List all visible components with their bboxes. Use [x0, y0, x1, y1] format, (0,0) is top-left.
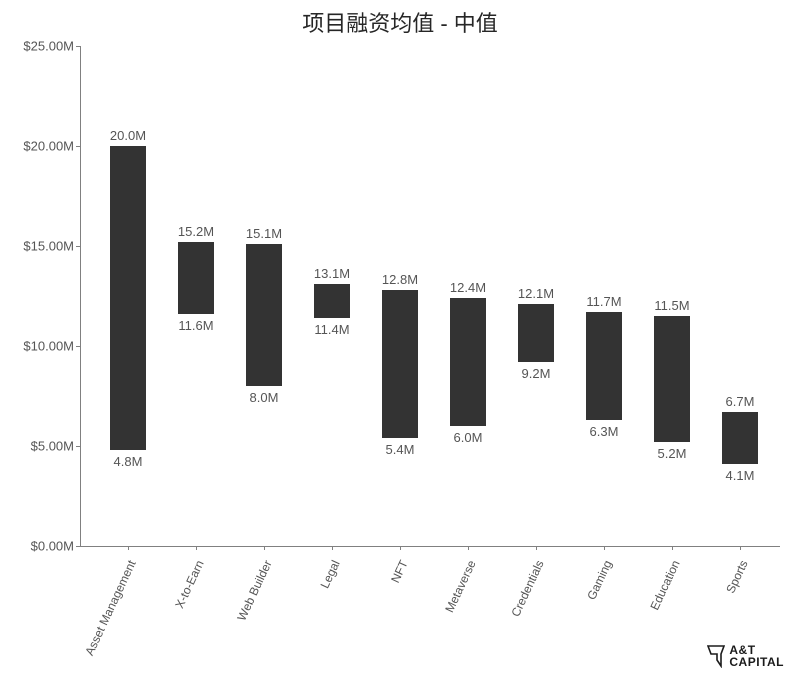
x-tick: [128, 546, 129, 550]
bar: [110, 146, 146, 450]
bar: [518, 304, 554, 362]
bar: [450, 298, 486, 426]
bar-low-label: 8.0M: [250, 390, 279, 405]
bar-low-label: 6.0M: [454, 430, 483, 445]
bar: [654, 316, 690, 442]
x-tick: [468, 546, 469, 550]
bar-high-label: 20.0M: [110, 128, 146, 143]
brand-logo: A&T CAPITAL: [707, 644, 784, 668]
bar-high-label: 15.1M: [246, 226, 282, 241]
x-tick: [264, 546, 265, 550]
bar-low-label: 11.4M: [314, 322, 349, 337]
x-category-label: Credentials: [508, 558, 546, 619]
x-tick: [740, 546, 741, 550]
bar-high-label: 11.7M: [586, 294, 621, 309]
bar-high-label: 15.2M: [178, 224, 214, 239]
y-tick: [76, 346, 80, 347]
bar-low-label: 4.1M: [726, 468, 755, 483]
bar: [178, 242, 214, 314]
bar-low-label: 11.6M: [178, 318, 213, 333]
y-tick: [76, 446, 80, 447]
brand-icon: [707, 644, 725, 668]
bar-high-label: 6.7M: [726, 394, 755, 409]
x-category-label: Gaming: [584, 558, 614, 602]
y-tick: [76, 246, 80, 247]
x-category-label: X-to-Earn: [172, 558, 206, 610]
bar: [314, 284, 350, 318]
x-axis: [80, 546, 780, 547]
bar-high-label: 12.4M: [450, 280, 486, 295]
bar-low-label: 4.8M: [114, 454, 143, 469]
y-tick-label: $15.00M: [23, 239, 80, 254]
x-category-label: Metaverse: [442, 558, 478, 615]
bar: [382, 290, 418, 438]
x-tick: [536, 546, 537, 550]
bar-high-label: 12.8M: [382, 272, 418, 287]
y-tick: [76, 46, 80, 47]
x-tick: [604, 546, 605, 550]
plot-area: $0.00M$5.00M$10.00M$15.00M$20.00M$25.00M…: [80, 46, 780, 546]
y-tick-label: $0.00M: [31, 539, 80, 554]
y-tick-label: $20.00M: [23, 139, 80, 154]
x-category-label: Sports: [723, 558, 750, 595]
x-category-label: Education: [647, 558, 682, 612]
y-tick-label: $10.00M: [23, 339, 80, 354]
bar: [722, 412, 758, 464]
brand-line2: CAPITAL: [729, 655, 784, 669]
bar-high-label: 11.5M: [654, 298, 689, 313]
x-tick: [332, 546, 333, 550]
y-axis: [80, 46, 81, 546]
chart-title: 项目融资均值 - 中值: [0, 6, 800, 38]
y-tick-label: $25.00M: [23, 39, 80, 54]
bar: [246, 244, 282, 386]
bar-low-label: 6.3M: [590, 424, 619, 439]
bar-high-label: 12.1M: [518, 286, 554, 301]
x-category-label: Legal: [318, 558, 343, 591]
x-tick: [672, 546, 673, 550]
bar-low-label: 5.2M: [658, 446, 687, 461]
x-category-label: NFT: [388, 558, 411, 585]
x-tick: [196, 546, 197, 550]
x-category-label: Web Builder: [234, 558, 274, 623]
bar-high-label: 13.1M: [314, 266, 350, 281]
x-category-label: Asset Management: [82, 558, 138, 658]
y-tick-label: $5.00M: [31, 439, 80, 454]
bar-low-label: 9.2M: [522, 366, 551, 381]
bar-low-label: 5.4M: [386, 442, 415, 457]
y-tick: [76, 146, 80, 147]
bar: [586, 312, 622, 420]
chart-container: 项目融资均值 - 中值 $0.00M$5.00M$10.00M$15.00M$2…: [0, 0, 800, 676]
x-tick: [400, 546, 401, 550]
y-tick: [76, 546, 80, 547]
